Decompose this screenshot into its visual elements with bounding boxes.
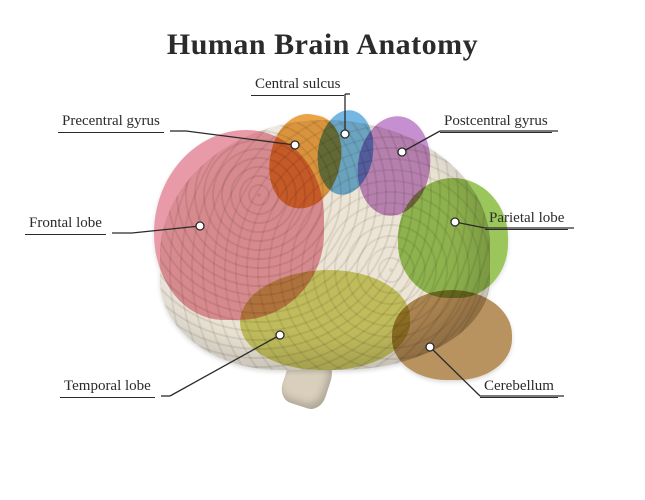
label-cerebellum: Cerebellum <box>480 378 558 398</box>
label-temporal: Temporal lobe <box>60 378 155 398</box>
label-precentral: Precentral gyrus <box>58 113 164 133</box>
diagram-title: Human Brain Anatomy <box>0 28 645 62</box>
label-parietal: Parietal lobe <box>485 210 568 230</box>
brain <box>160 120 490 370</box>
label-postcentral: Postcentral gyrus <box>440 113 552 133</box>
region-cerebellum <box>392 290 512 380</box>
region-temporal <box>240 270 410 370</box>
diagram-stage: Human Brain Anatomy Precentral gyrus Cen… <box>0 0 645 500</box>
label-frontal: Frontal lobe <box>25 215 106 235</box>
region-parietal <box>398 178 508 298</box>
label-central: Central sulcus <box>251 76 344 96</box>
